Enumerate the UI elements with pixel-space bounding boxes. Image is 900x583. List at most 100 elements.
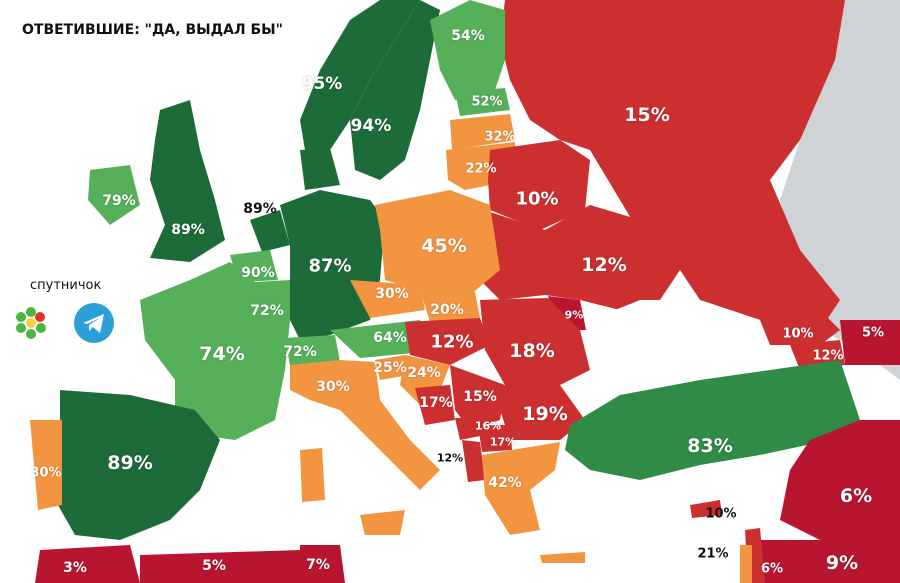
black-sea (585, 300, 770, 380)
crete (540, 552, 585, 563)
switzerland (285, 335, 340, 365)
bosnia (415, 385, 455, 425)
label-switzerland: 72% (283, 344, 317, 360)
portugal (30, 420, 62, 510)
tunisia (140, 550, 300, 583)
kosovo (478, 425, 512, 452)
slovakia (420, 290, 480, 322)
turkey (565, 360, 860, 480)
label-luxembourg: 72% (250, 303, 284, 319)
belarus (488, 140, 590, 230)
hungary (405, 318, 490, 365)
map-title: ОТВЕТИВШИЕ: "ДА, ВЫДАЛ БЫ" (22, 22, 283, 38)
label-slovenia: 25% (373, 360, 407, 376)
syria-iraq (780, 420, 900, 545)
label-uk: 89% (171, 222, 205, 238)
sweden (350, 0, 440, 180)
label-portugal: 30% (30, 465, 62, 481)
label-albania: 12% (436, 451, 464, 465)
label-poland: 45% (421, 235, 467, 257)
telegram-icon (74, 303, 114, 343)
norway (300, 0, 420, 150)
label-ukraine: 12% (581, 254, 627, 276)
label-serbia: 15% (463, 389, 497, 405)
label-belarus: 10% (515, 188, 559, 210)
label-algeria: 3% (63, 560, 87, 576)
brand-name: спутничок (30, 278, 102, 293)
italy (290, 360, 440, 490)
label-israel: 21% (697, 546, 729, 562)
label-montenegro: 16% (474, 419, 502, 433)
label-ireland: 79% (102, 193, 136, 209)
label-azerbaijan: 5% (861, 325, 885, 341)
algeria (35, 545, 140, 583)
serbia (450, 365, 505, 430)
label-croatia: 24% (407, 365, 441, 381)
georgia (760, 310, 840, 345)
netherlands (250, 210, 290, 252)
finland (430, 0, 505, 100)
greece (482, 442, 560, 535)
israel (740, 545, 752, 583)
label-finland: 54% (451, 28, 485, 44)
label-saudi: 9% (825, 552, 859, 574)
spain (55, 390, 220, 540)
label-armenia: 12% (812, 348, 844, 364)
icq-flower-icon (16, 307, 46, 339)
russia (500, 0, 845, 330)
label-slovakia: 20% (430, 302, 464, 318)
saudi-arabia (760, 530, 900, 583)
label-jordan: 6% (760, 561, 784, 577)
austria (330, 320, 425, 358)
label-netherlands: 89% (243, 201, 277, 217)
montenegro (455, 418, 480, 440)
label-estonia: 52% (471, 94, 503, 110)
denmark (300, 148, 340, 190)
latvia (450, 114, 515, 150)
germany (280, 190, 385, 340)
label-moldova: 9% (564, 308, 584, 322)
label-romania: 18% (509, 340, 555, 362)
ireland (88, 165, 140, 225)
slovenia (375, 355, 408, 380)
label-sweden: 94% (350, 116, 392, 136)
label-bulgaria: 19% (522, 403, 568, 425)
label-latvia: 32% (484, 129, 516, 145)
france (140, 262, 290, 440)
label-spain: 89% (107, 452, 153, 474)
romania (480, 298, 590, 385)
label-belgium: 90% (241, 265, 275, 281)
label-libya: 7% (306, 557, 330, 573)
label-czechia: 30% (375, 286, 409, 302)
czechia (350, 280, 425, 318)
ukraine (480, 205, 680, 310)
label-france: 74% (199, 343, 245, 365)
albania (462, 440, 485, 482)
poland (375, 190, 500, 295)
label-russia: 15% (624, 104, 670, 126)
label-syria-iraq: 6% (839, 485, 873, 507)
label-lebanon: 10% (705, 506, 737, 522)
azerbaijan (840, 320, 900, 365)
label-kosovo: 17% (489, 435, 517, 449)
libya (300, 545, 345, 583)
label-georgia: 10% (782, 326, 814, 342)
label-norway: 95% (301, 74, 343, 94)
sicily (360, 510, 405, 535)
label-turkey: 83% (687, 435, 733, 457)
label-austria: 64% (373, 330, 407, 346)
croatia (400, 355, 450, 405)
label-tunisia: 5% (202, 558, 226, 574)
label-lithuania: 22% (465, 161, 497, 177)
bulgaria (500, 385, 585, 440)
uk (150, 100, 225, 262)
label-greece: 42% (488, 475, 522, 491)
cyprus (690, 500, 722, 518)
estonia (455, 88, 510, 116)
sardinia (300, 448, 325, 502)
label-germany: 87% (308, 255, 352, 277)
label-hungary: 12% (430, 331, 474, 353)
caspian-area (820, 160, 900, 330)
